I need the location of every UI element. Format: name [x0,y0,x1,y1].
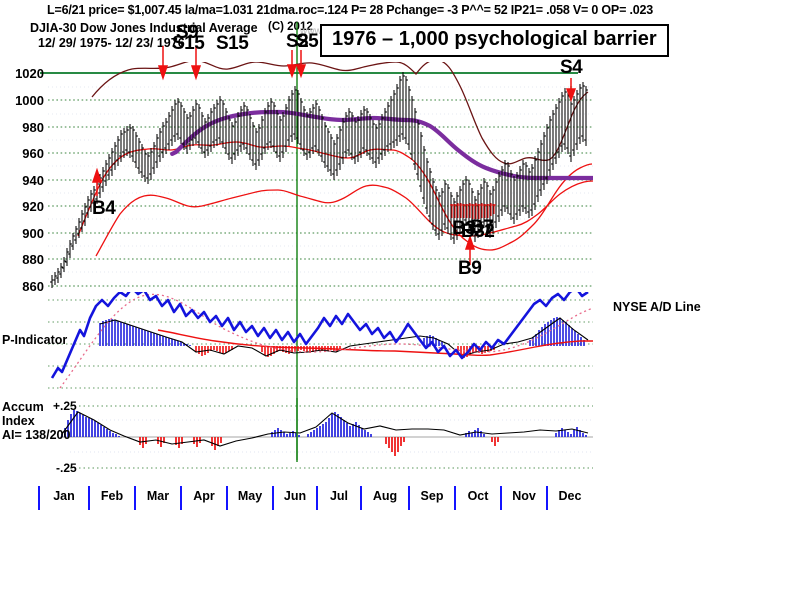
signal-label-s4-right: S4 [560,57,583,78]
month-tick [500,486,502,510]
y-axis-label-1000: 1000 [15,93,44,108]
accum-index-label-line1: Accum [2,400,44,414]
p-indicator-label: P-Indicator [2,333,68,347]
month-label-jul: Jul [329,489,349,503]
y-axis-label-880: 880 [22,252,44,267]
month-tick [226,486,228,510]
p-indicator-red-signal-line [157,329,593,357]
ohlc-price-bars [50,72,588,288]
buy-signal-arrows [91,167,476,265]
y-axis-label-900: 900 [22,226,44,241]
secondary-lower-band [95,180,593,257]
month-tick [38,486,40,510]
chart-title-box: 1976 – 1,000 psychological barrier [320,24,669,57]
month-label-aug: Aug [372,489,398,503]
month-label-dec: Dec [558,489,582,503]
month-tick [134,486,136,510]
signal-label-b7: B7 [470,217,494,238]
month-label-jan: Jan [53,489,75,503]
month-tick [272,486,274,510]
month-tick [454,486,456,510]
signal-label-b32: B32 [461,221,495,242]
month-tick [88,486,90,510]
month-label-jun: Jun [283,489,307,503]
signal-label-s15-b: S15 [216,33,249,54]
month-label-apr: Apr [193,489,215,503]
month-label-mar: Mar [146,489,170,503]
accum-envelope-line [61,411,589,447]
signal-label-s2: S2 [286,31,309,52]
accum-index-value: AI= 138/200 [2,428,71,442]
y-axis-label-1020: 1020 [15,66,44,81]
sell-signal-arrows [157,46,577,103]
accum-upper-scale-label: +.25 [53,399,77,413]
y-axis-label-980: 980 [22,120,44,135]
buy-signal-hatch-cluster [450,203,496,219]
p-indicator-dotted-line [59,293,593,389]
signal-label-b9: B9 [458,258,482,279]
y-axis-label-960: 960 [22,146,44,161]
price-minor-gridlines [48,86,593,273]
stats-line: L=6/21 price= $1,007.45 la/ma=1.031 21dm… [47,3,653,17]
symbol-title: DJIA-30 Dow Jones Industrial Average [30,21,258,35]
month-label-feb: Feb [100,489,124,503]
month-label-may: May [237,489,263,503]
upper-envelope-band [91,62,589,165]
month-label-sep: Sep [420,489,444,503]
accum-lower-scale-label: -.25 [56,461,77,475]
month-tick [546,486,548,510]
month-label-oct: Oct [467,489,489,503]
nyse-ad-line [50,292,589,379]
nyse-ad-line-label: NYSE A/D Line [613,300,701,314]
lower-envelope-band [77,141,593,251]
signal-label-b3: B3 [452,218,476,239]
date-range: 12/ 29/ 1975- 12/ 23/ 1976 [38,36,185,50]
y-axis-label-860: 860 [22,279,44,294]
y-axis-label-940: 940 [22,173,44,188]
signal-label-s15-a: S15 [172,33,205,54]
month-tick [360,486,362,510]
month-label-nov: Nov [512,489,536,503]
accum-index-label-line2: Index [2,414,35,428]
signal-label-s5: S5 [296,31,319,52]
moving-average-early-segment [170,149,179,156]
accum-gridlines [70,405,593,469]
signal-label-b4: B4 [92,198,116,219]
copyright: (C) 2012 [268,21,313,33]
month-tick [316,486,318,510]
x-axis-months: Jan Feb Mar Apr May Jun Jul Aug Sep Oct … [0,486,600,514]
signal-label-s9: S9 [176,22,199,43]
y-axis-label-920: 920 [22,199,44,214]
month-tick [180,486,182,510]
p-indicator-envelope-line [99,317,589,357]
month-tick [408,486,410,510]
